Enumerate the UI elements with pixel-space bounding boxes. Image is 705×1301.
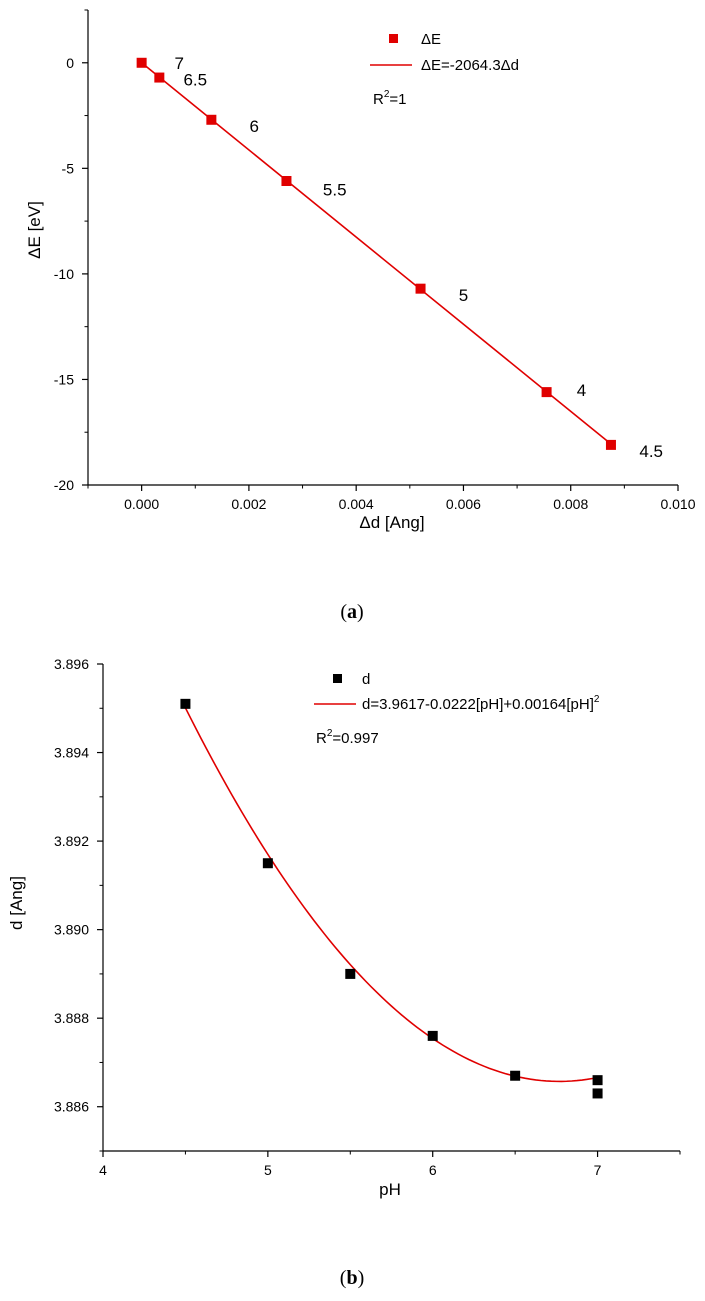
chart-b-legend-r2: R2=0.997 <box>316 728 379 747</box>
chart-b-data-point <box>592 1075 603 1086</box>
chart-a-point-label: 5.5 <box>323 180 347 199</box>
chart-b-x-ticks: 4 5 6 7 <box>99 1151 681 1178</box>
chart-b-legend-marker-label: d <box>362 671 370 688</box>
chart-b-fit-curve <box>184 707 598 1083</box>
chart-a-x-tick-label: 0.004 <box>339 496 374 512</box>
chart-b-y-tick-label: 3.892 <box>54 833 89 849</box>
chart-a-data-point <box>281 176 292 186</box>
chart-a-y-tick-label: -15 <box>54 371 74 387</box>
chart-a-point-label: 5 <box>459 286 468 305</box>
chart-a-annotations: 76.5 6 5.5 5 4 4.5 <box>174 54 663 461</box>
chart-a-point-label: 6 <box>250 117 259 136</box>
chart-b-data-point <box>427 1030 438 1041</box>
chart-b-x-label: pH <box>379 1180 401 1199</box>
chart-a-caption: (a) <box>340 601 363 623</box>
chart-a-data-point <box>206 114 217 125</box>
chart-b-caption: (b) <box>340 1267 364 1289</box>
chart-b-x-tick-label: 7 <box>594 1162 602 1178</box>
chart-b-legend-line-label: d=3.9617-0.0222[pH]+0.00164[pH]2 <box>362 694 600 713</box>
chart-a-y-ticks: 0 -5 -10 -15 -20 <box>54 9 88 493</box>
chart-b-y-ticks: 3.886 3.888 3.890 3.892 3.894 3.896 <box>54 656 103 1152</box>
chart-a-legend-marker-label: ΔE <box>421 31 441 48</box>
chart-a-data-point <box>136 57 147 68</box>
chart-b-y-tick-label: 3.894 <box>54 745 89 761</box>
chart-a-series <box>136 57 616 450</box>
chart-a-x-ticks: 0.000 0.002 0.004 0.006 0.008 0.010 <box>87 485 696 512</box>
chart-b-data-point <box>345 968 356 979</box>
chart-a-y-label: ΔE [eV] <box>25 201 44 259</box>
chart-a-data-point <box>415 283 426 294</box>
chart-a-plot-area <box>87 10 678 486</box>
chart-b-y-tick-label: 3.886 <box>54 1099 89 1115</box>
chart-b-x-tick-label: 4 <box>99 1162 107 1178</box>
chart-b-data-point <box>262 858 273 869</box>
chart-a-x-tick-label: 0.006 <box>446 496 481 512</box>
chart-a-x-tick-label: 0.000 <box>124 496 159 512</box>
chart-a: 0.000 0.002 0.004 0.006 0.008 0.010 0 -5 -10 -15… <box>25 9 696 623</box>
chart-a-y-tick-label: -5 <box>62 160 75 176</box>
chart-a-point-label: 6.5 <box>183 71 207 90</box>
chart-b-y-tick-label: 3.890 <box>54 922 89 938</box>
chart-a-fit-line <box>141 62 612 445</box>
chart-b-y-tick-label: 3.896 <box>54 656 89 672</box>
chart-b-x-tick-label: 6 <box>429 1162 437 1178</box>
chart-a-x-tick-label: 0.008 <box>553 496 588 512</box>
chart-a-legend-marker <box>389 34 398 43</box>
chart-a-legend-line-label: ΔE=-2064.3Δd <box>421 57 519 74</box>
chart-b-x-tick-label: 5 <box>264 1162 272 1178</box>
chart-a-x-tick-label: 0.002 <box>231 496 266 512</box>
chart-a-y-tick-label: 0 <box>66 55 74 71</box>
chart-a-y-tick-label: -10 <box>54 266 74 282</box>
chart-b-y-label: d [Ang] <box>7 876 26 930</box>
chart-a-legend-r2: R2=1 <box>373 89 407 108</box>
chart-a-y-tick-label: -20 <box>54 477 74 493</box>
chart-a-point-label: 4.5 <box>639 442 663 461</box>
chart-b-data-point <box>592 1088 603 1099</box>
chart-a-x-label: Δd [Ang] <box>359 513 424 532</box>
chart-a-x-tick-label: 0.010 <box>660 496 695 512</box>
chart-b-data-point <box>510 1070 521 1081</box>
chart-a-legend: ΔE ΔE=-2064.3Δd R2=1 <box>370 31 519 108</box>
chart-a-data-point <box>605 439 616 450</box>
chart-b-plot-area <box>102 664 680 1152</box>
chart-b-legend: d d=3.9617-0.0222[pH]+0.00164[pH]2 R2=0.… <box>314 671 600 747</box>
chart-b: 4 5 6 7 3.886 3.888 3.890 3.892 3.894 3.896 pH d… <box>7 656 681 1289</box>
chart-a-point-label: 7 <box>174 54 183 73</box>
chart-a-point-label: 4 <box>577 381 586 400</box>
chart-b-legend-marker <box>333 674 342 683</box>
chart-b-y-tick-label: 3.888 <box>54 1010 89 1026</box>
chart-b-series <box>180 698 603 1099</box>
chart-b-data-point <box>180 698 191 709</box>
chart-a-data-point <box>541 387 552 398</box>
chart-a-data-point <box>154 72 165 83</box>
